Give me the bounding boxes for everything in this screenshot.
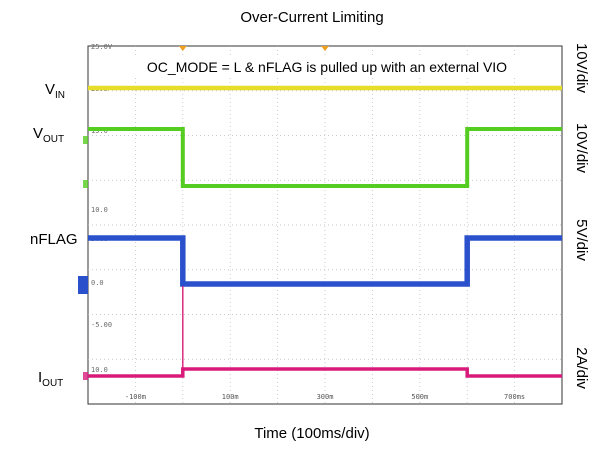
trigger-marker (321, 46, 329, 51)
x-axis-label: Time (100ms/div) (254, 425, 369, 442)
scale-label: 5V/div (573, 219, 590, 261)
trigger-markers (78, 46, 329, 380)
series-line (88, 127, 562, 188)
series-line (88, 235, 562, 287)
scale-label: 10V/div (573, 43, 590, 94)
channel-ground-marker (83, 180, 88, 188)
channel-labels: VIN VOUT nFLAG IOUT (30, 81, 78, 389)
x-tick-label: 500m (411, 393, 428, 401)
scale-label: 10V/div (573, 123, 590, 174)
channel-ground-marker (83, 372, 88, 380)
chart-title: Over-Current Limiting (240, 9, 383, 26)
x-tick-label: -100m (125, 393, 146, 401)
trigger-marker (178, 46, 187, 51)
scale-label: 2A/div (573, 347, 590, 389)
channel-label: VOUT (33, 125, 64, 145)
x-tick-labels: -100m 100m 300m 500m 700ms (125, 393, 525, 401)
x-tick-label: 700ms (504, 393, 525, 401)
series-line (88, 367, 562, 378)
channel-ground-marker (78, 276, 88, 294)
x-tick-label: 300m (317, 393, 334, 401)
grid (88, 46, 562, 404)
channel-label: IOUT (38, 369, 63, 389)
annotation-box (104, 58, 550, 76)
scale-labels: 10V/div 10V/div 5V/div 2A/div (573, 43, 590, 389)
screen-scale-label: 0.0 (91, 279, 104, 287)
screen-scale-label: 10.0 (91, 206, 108, 214)
x-tick-label: 100m (222, 393, 239, 401)
channel-label: nFLAG (30, 231, 78, 248)
screen-scale-label: 25.0V (91, 43, 113, 51)
screen-scale-label: 10.0 (91, 366, 108, 374)
annotation-text: OC_MODE = L & nFLAG is pulled up with an… (147, 59, 507, 75)
channel-label: VIN (45, 81, 65, 101)
screen-scale-label: -5.00 (91, 321, 112, 329)
traces (88, 85, 562, 378)
channel-ground-marker (83, 136, 88, 144)
